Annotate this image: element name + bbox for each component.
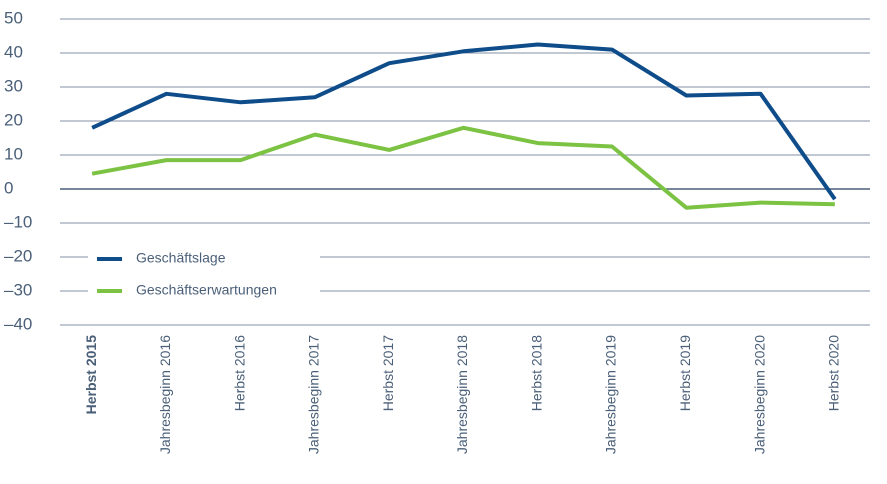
legend-label: Geschäftserwartungen (136, 282, 277, 298)
y-tick-label: 10 (4, 144, 23, 163)
x-tick-label: Herbst 2019 (677, 335, 693, 411)
y-tick-label: –40 (4, 314, 32, 333)
x-tick-label: Herbst 2015 (83, 335, 99, 415)
x-tick-label: Herbst 2018 (528, 335, 544, 411)
series-line (91, 125, 835, 210)
legend-bg (88, 248, 320, 270)
y-tick-label: 30 (4, 76, 23, 95)
legend-label: Geschäftslage (136, 250, 226, 266)
y-tick-label: 0 (4, 178, 13, 197)
x-tick-label: Jahresbeginn 2016 (157, 335, 173, 454)
x-tick-label: Jahresbeginn 2018 (454, 335, 470, 454)
y-tick-label: –10 (4, 212, 32, 231)
x-tick-label: Herbst 2016 (231, 335, 247, 411)
y-tick-label: –20 (4, 246, 32, 265)
y-tick-label: 20 (4, 110, 23, 129)
x-tick-label: Herbst 2017 (380, 335, 396, 411)
y-tick-label: 50 (4, 8, 23, 27)
y-tick-label: 40 (4, 42, 23, 61)
x-tick-label: Jahresbeginn 2020 (751, 335, 767, 454)
series-line (91, 42, 837, 201)
x-tick-label: Herbst 2020 (826, 335, 842, 411)
x-tick-label: Jahresbeginn 2019 (603, 335, 619, 454)
y-tick-label: –30 (4, 280, 32, 299)
x-tick-label: Jahresbeginn 2017 (306, 335, 322, 454)
legend-bg (88, 280, 320, 302)
